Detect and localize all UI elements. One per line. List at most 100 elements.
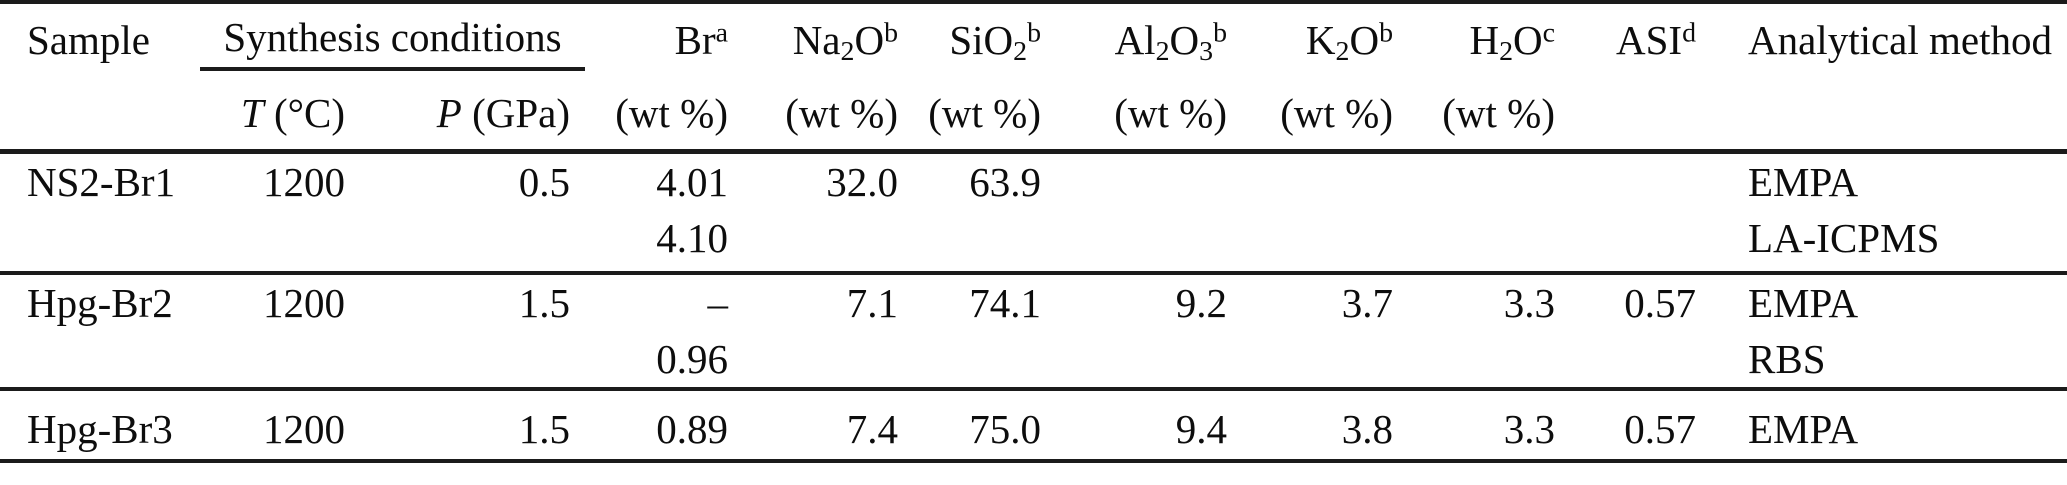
composition-table: Sample Synthesis conditions Bra Na2Ob Si… [0,0,2067,461]
asi-footnote-marker: d [1682,17,1696,49]
header-row-1: Sample Synthesis conditions Bra Na2Ob Si… [0,2,2067,154]
table-header: Sample Synthesis conditions Bra Na2Ob Si… [0,2,2067,154]
cell-al2o3: 9.2 [1041,273,1227,389]
col-unit-k2o: (wt %) [1227,71,1393,154]
cell-sample: Hpg-Br3 [0,389,210,461]
cell-h2o [1393,151,1555,273]
col-header-k2o: K2Ob [1305,17,1393,68]
cell-analytical-method-line: EMPA [1748,280,1859,326]
cell-h2o: 3.3 [1393,389,1555,461]
cell-temperature: 1200 [210,389,345,461]
cell-sample: Hpg-Br2 [0,273,210,389]
cell-sample-line: Hpg-Br3 [27,406,173,452]
footnote-marker: c [1542,17,1555,49]
cell-na2o-line: 32.0 [826,158,898,205]
col-header-al2o3: Al2O3b [1114,17,1227,68]
cell-k2o-line: 3.8 [1341,406,1393,452]
col-unit-sio2: (wt %) [898,71,1041,154]
cell-asi [1555,151,1696,273]
cell-na2o: 7.1 [728,273,898,389]
cell-pressure: 1.5 [345,273,570,389]
footnote-marker: b [884,17,898,49]
cell-na2o-line: 7.4 [846,406,898,452]
cell-k2o [1227,151,1393,273]
cell-analytical-method-line: EMPA [1748,158,1859,205]
col-header-br: Bra [674,17,728,63]
cell-al2o3-line: 9.4 [1175,406,1227,452]
cell-br-line: – [707,280,729,326]
col-unit-h2o: (wt %) [1393,71,1555,154]
col-header-asi: ASId [1555,2,1696,71]
footnote-marker: b [1027,17,1041,49]
cell-br: – 0.96 [570,273,728,389]
col-unit-br: (wt %) [570,71,728,154]
cell-temperature: 1200 [210,151,345,273]
cell-br: 4.01 4.10 [570,151,728,273]
pressure-symbol: P [436,90,462,136]
cell-k2o: 3.7 [1227,273,1393,389]
table-row: Hpg-Br3 1200 1.5 0.89 7.4 75.0 9.4 3.8 3.3 0.57 EM… [0,389,2067,461]
footnote-marker: b [1379,17,1393,49]
cell-k2o: 3.8 [1227,389,1393,461]
footnote-marker: a [715,17,728,49]
table-row: NS2-Br1 1200 0.5 4.01 4.10 32.0 63.9 EMPA LA-ICP… [0,151,2067,273]
cell-pressure: 1.5 [345,389,570,461]
cell-k2o-line: 3.7 [1341,280,1393,326]
cell-asi-line: 0.57 [1624,406,1696,452]
cell-br-line: 4.10 [656,214,728,261]
col-unit-asi-empty [1555,71,1696,154]
cell-h2o-line: 3.3 [1503,280,1555,326]
cell-asi-line: 0.57 [1624,280,1696,326]
cell-na2o-line: 7.1 [846,280,898,326]
col-header-synthesis-conditions: Synthesis conditions [200,2,585,71]
col-header-analytical-method: Analytical method [1748,17,2052,63]
cell-sample-line: NS2-Br1 [27,158,176,205]
cell-temperature: 1200 [210,273,345,389]
cell-analytical-method: EMPA LA-ICPMS [1696,151,2067,273]
col-header-sample: Sample [0,2,210,154]
cell-analytical-method-line: EMPA [1748,406,1859,452]
cell-analytical-method-line: LA-ICPMS [1748,214,1940,261]
asi-label: ASI [1615,17,1683,63]
table-row: Hpg-Br2 1200 1.5–0.96 7.1 74.1 9.2 3.7 3.3 0.57 E… [0,273,2067,389]
cell-pressure: 0.5 [345,151,570,273]
table-body: NS2-Br1 1200 0.5 4.01 4.10 32.0 63.9 EMPA LA-ICP… [0,151,2067,461]
cell-br-line: 4.01 [656,158,728,205]
cell-asi: 0.57 [1555,389,1696,461]
cell-br: 0.89 [570,389,728,461]
temperature-unit: (°C) [263,90,345,136]
col-header-h2o: H2Oc [1469,17,1555,68]
cell-sio2-line: 75.0 [969,406,1041,452]
cell-sample: NS2-Br1 [0,151,210,273]
cell-al2o3 [1041,151,1227,273]
cell-na2o: 32.0 [728,151,898,273]
col-unit-na2o: (wt %) [728,71,898,154]
col-header-na2o: Na2Ob [792,17,898,68]
cell-h2o: 3.3 [1393,273,1555,389]
cell-sio2: 75.0 [898,389,1041,461]
cell-al2o3-line: 9.2 [1175,280,1227,326]
cell-temperature-line: 1200 [263,280,345,326]
col-unit-al2o3: (wt %) [1041,71,1227,154]
cell-br-line: 0.89 [656,406,728,452]
cell-temperature-line: 1200 [263,158,345,205]
cell-sio2-line: 63.9 [969,158,1041,205]
cell-analytical-method: EMPA [1696,389,2067,461]
cell-asi: 0.57 [1555,273,1696,389]
cell-na2o: 7.4 [728,389,898,461]
cell-pressure-line: 1.5 [518,406,570,452]
temperature-symbol: T [240,90,264,136]
cell-analytical-method-line: RBS [1748,336,1826,382]
cell-analytical-method: EMPA RBS [1696,273,2067,389]
cell-al2o3: 9.4 [1041,389,1227,461]
cell-sio2: 63.9 [898,151,1041,273]
cell-br-line: 0.96 [656,336,728,382]
synthesis-conditions-label: Synthesis conditions [200,14,585,71]
cell-sio2: 74.1 [898,273,1041,389]
footnote-marker: b [1213,17,1227,49]
cell-pressure-line: 1.5 [518,280,570,326]
cell-h2o-line: 3.3 [1503,406,1555,452]
cell-sio2-line: 74.1 [969,280,1041,326]
pressure-unit: (GPa) [461,90,570,136]
